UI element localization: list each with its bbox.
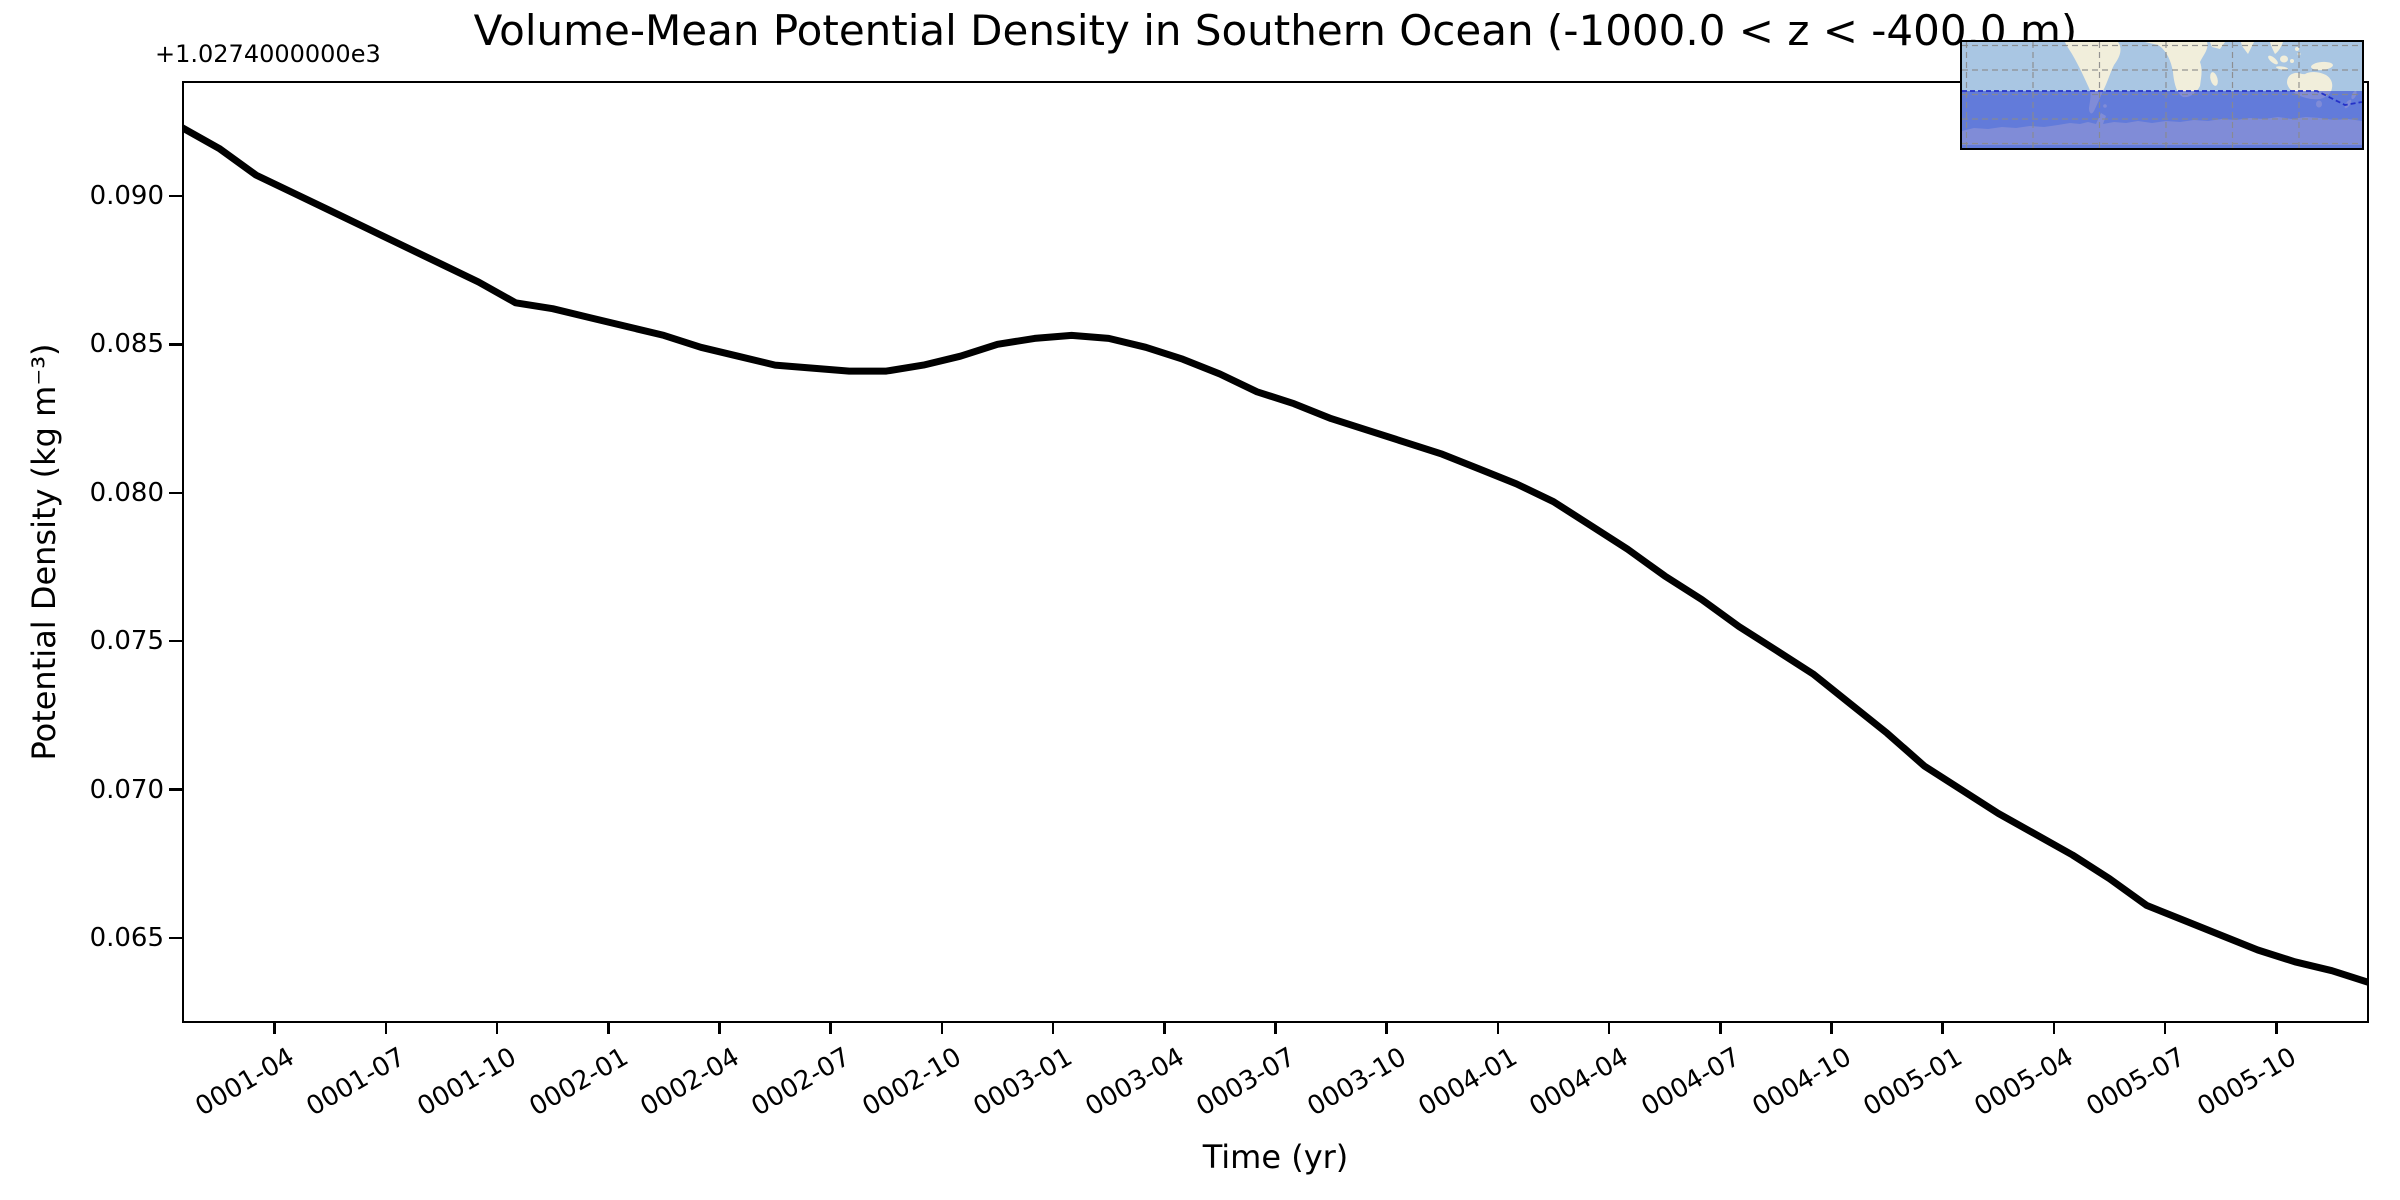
x-tick-mark (1830, 1021, 1833, 1034)
x-tick-mark (1051, 1021, 1055, 1034)
y-tick-mark (169, 343, 182, 346)
x-tick-label: 0005-01 (1858, 1042, 1968, 1123)
y-tick-mark (169, 491, 182, 495)
x-tick-label: 0001-07 (301, 1042, 411, 1123)
x-tick-mark (607, 1021, 610, 1034)
y-axis-label: Potential Density (kg m⁻³) (25, 343, 63, 761)
x-tick-mark (718, 1021, 721, 1034)
x-tick-label: 0003-10 (1302, 1042, 1412, 1123)
x-tick-label: 0002-07 (746, 1042, 856, 1123)
x-tick-mark (940, 1021, 944, 1034)
x-tick-mark (2163, 1021, 2167, 1034)
y-axis-offset-label: +1.0274000000e3 (155, 40, 381, 68)
y-tick-mark (169, 788, 182, 791)
x-tick-mark (1163, 1021, 1166, 1034)
x-tick-label: 0004-10 (1747, 1042, 1857, 1123)
plot-area (182, 81, 2369, 1023)
x-tick-label: 0004-07 (1636, 1042, 1746, 1123)
map-gridlines (1962, 42, 2362, 148)
x-tick-label: 0001-04 (190, 1042, 300, 1123)
y-tick-label: 0.090 (89, 180, 164, 211)
x-tick-mark (1941, 1021, 1944, 1034)
x-tick-label: 0002-01 (524, 1042, 634, 1123)
y-tick-mark (169, 936, 182, 940)
x-tick-label: 0001-10 (412, 1042, 523, 1123)
x-tick-label: 0003-07 (1191, 1042, 1301, 1123)
x-tick-mark (384, 1021, 388, 1034)
x-tick-label: 0002-04 (635, 1042, 745, 1123)
x-tick-mark (1719, 1021, 1722, 1034)
x-tick-label: 0002-10 (857, 1042, 967, 1123)
density-line (182, 124, 2369, 987)
x-tick-label: 0003-04 (1080, 1042, 1190, 1123)
y-tick-label: 0.085 (89, 329, 164, 360)
y-tick-label: 0.065 (89, 923, 164, 954)
x-tick-mark (495, 1021, 499, 1034)
x-tick-mark (1385, 1021, 1388, 1034)
x-tick-label: 0005-04 (1969, 1042, 2079, 1123)
inset-map (1960, 40, 2364, 150)
x-axis-label: Time (yr) (1202, 1138, 1349, 1176)
x-tick-mark (1607, 1021, 1611, 1034)
x-tick-label: 0003-01 (969, 1042, 1079, 1123)
x-tick-mark (1496, 1021, 1500, 1034)
x-tick-label: 0005-07 (2081, 1042, 2191, 1123)
mask-boundary-line (1962, 90, 2362, 106)
y-tick-mark (169, 194, 182, 198)
x-tick-mark (2052, 1021, 2056, 1034)
y-tick-label: 0.075 (89, 626, 164, 657)
x-tick-mark (829, 1021, 832, 1034)
y-tick-label: 0.070 (89, 774, 164, 805)
x-tick-mark (273, 1021, 276, 1034)
y-tick-label: 0.080 (89, 477, 164, 508)
x-tick-label: 0004-04 (1525, 1042, 1635, 1123)
line-plot-svg (182, 124, 2369, 987)
x-tick-mark (2275, 1021, 2278, 1034)
x-tick-label: 0005-10 (2192, 1042, 2302, 1123)
x-tick-mark (1274, 1021, 1277, 1034)
y-tick-mark (169, 639, 182, 643)
chart-title: Volume-Mean Potential Density in Souther… (473, 6, 2078, 55)
x-tick-label: 0004-01 (1413, 1042, 1523, 1123)
